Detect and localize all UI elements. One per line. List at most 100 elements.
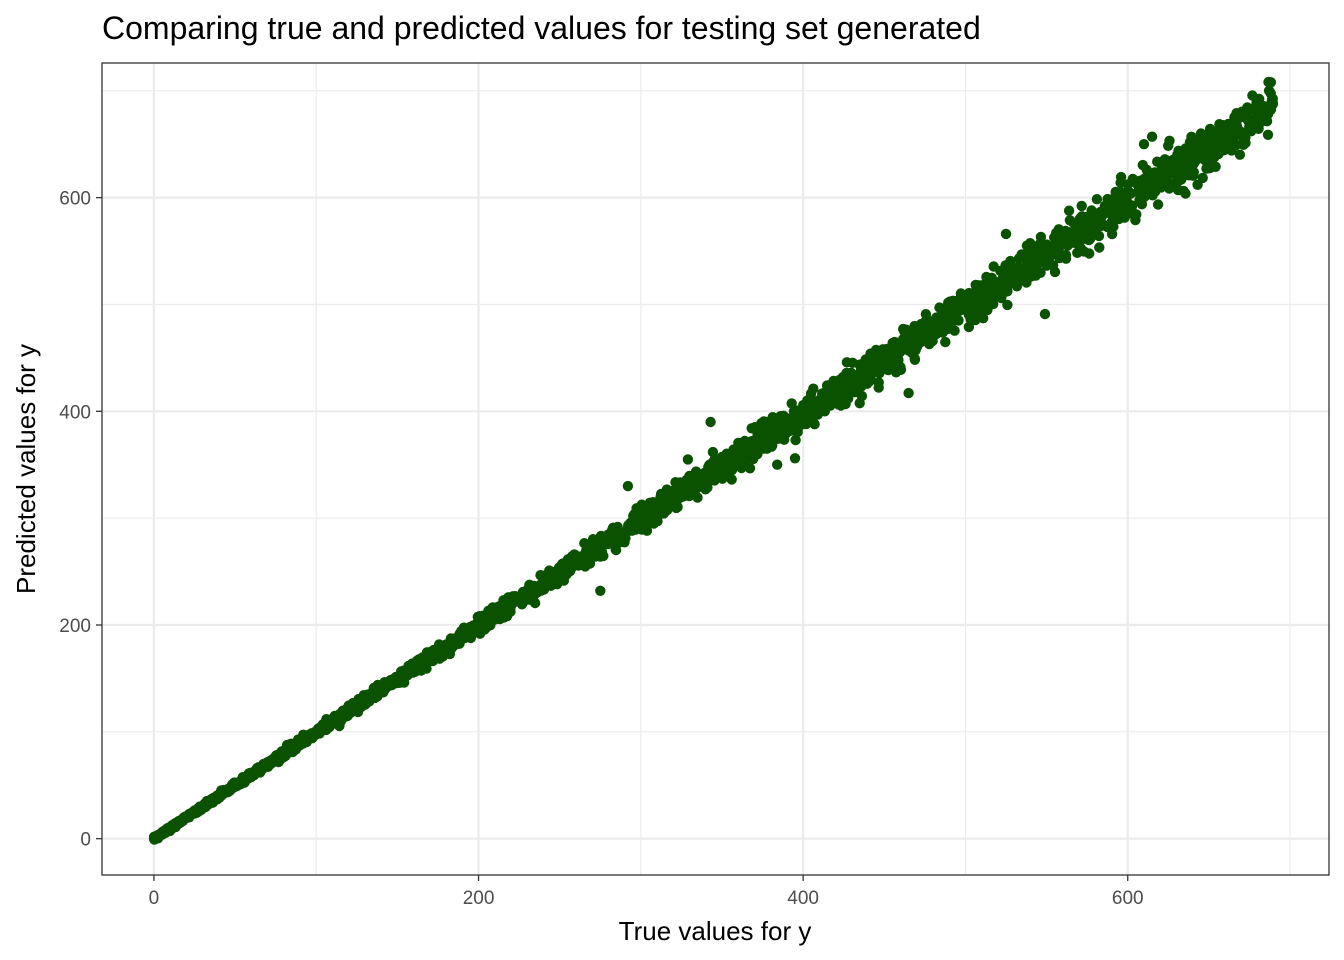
outlier-point: [1138, 139, 1150, 150]
data-point: [944, 313, 955, 324]
data-point: [809, 409, 821, 421]
data-point: [873, 377, 884, 388]
data-point: [240, 773, 251, 784]
outlier-point: [903, 387, 914, 399]
data-point: [818, 396, 829, 407]
data-point: [840, 398, 851, 410]
data-point: [556, 561, 567, 572]
data-point: [1086, 205, 1097, 216]
data-point: [1161, 163, 1172, 174]
data-point: [605, 533, 617, 545]
data-point: [794, 417, 805, 428]
data-point: [1078, 246, 1090, 257]
data-point: [396, 668, 408, 679]
data-point: [843, 379, 855, 390]
data-point: [528, 585, 539, 596]
data-point: [610, 522, 621, 534]
plot-panel: [101, 62, 1330, 876]
data-point: [1094, 217, 1106, 228]
x-axis-ticks: 0 200 400 600: [149, 875, 1144, 909]
data-point: [988, 261, 999, 272]
data-point: [981, 271, 992, 283]
data-point: [713, 457, 725, 468]
data-point: [1238, 139, 1249, 150]
data-point: [1172, 149, 1183, 160]
outlier-point: [622, 480, 634, 492]
chart-title: Comparing true and predicted values for …: [102, 10, 981, 46]
data-point: [965, 314, 976, 325]
data-point: [465, 621, 476, 633]
data-points: [148, 76, 1279, 845]
data-point: [790, 434, 801, 446]
outlier-point: [682, 454, 694, 465]
data-point: [1060, 253, 1072, 264]
data-point: [911, 341, 923, 352]
data-point: [1063, 205, 1075, 216]
data-point: [809, 419, 820, 430]
data-point: [1064, 227, 1075, 238]
data-point: [976, 306, 987, 318]
y-tick-label: 200: [59, 616, 91, 637]
data-point: [580, 561, 591, 572]
data-point: [177, 813, 189, 824]
data-point: [981, 289, 992, 300]
data-point: [507, 595, 518, 607]
data-point: [1196, 142, 1207, 154]
data-point: [222, 786, 233, 797]
data-point: [411, 661, 422, 672]
data-point: [1142, 169, 1154, 180]
data-point: [631, 503, 642, 514]
data-point: [1192, 150, 1203, 162]
data-point: [970, 279, 981, 291]
data-point: [739, 435, 750, 447]
data-point: [933, 315, 945, 326]
data-point: [693, 479, 704, 491]
outlier-point: [1146, 131, 1158, 142]
x-tick-label: 200: [463, 888, 495, 909]
data-point: [652, 516, 663, 527]
data-point: [1267, 98, 1279, 109]
data-point: [425, 655, 436, 666]
data-point: [1164, 183, 1175, 194]
data-point: [437, 642, 449, 653]
data-point: [475, 619, 486, 630]
data-point: [702, 466, 713, 477]
data-point: [898, 333, 909, 345]
outlier-point: [1000, 228, 1012, 240]
data-point: [1151, 176, 1163, 187]
data-point: [1111, 199, 1122, 211]
data-point: [717, 473, 728, 484]
data-point: [1011, 281, 1023, 292]
data-point: [346, 701, 357, 713]
data-point: [302, 730, 314, 741]
data-point: [744, 463, 756, 474]
data-point: [830, 394, 842, 405]
data-point: [786, 398, 797, 409]
data-point: [764, 440, 776, 451]
outlier-point: [595, 585, 606, 596]
data-point: [149, 833, 160, 845]
data-point: [859, 365, 870, 377]
data-point: [230, 779, 241, 790]
data-point: [368, 691, 380, 702]
data-point: [264, 759, 276, 770]
data-point: [1043, 257, 1054, 268]
x-tick-label: 400: [787, 888, 819, 909]
data-point: [854, 398, 865, 409]
data-point: [1083, 234, 1095, 246]
data-point: [1115, 186, 1126, 198]
data-point: [1263, 85, 1275, 97]
outlier-point: [772, 459, 783, 470]
data-point: [1231, 108, 1242, 119]
outlier-point: [789, 453, 801, 464]
data-point: [726, 464, 738, 476]
y-axis-title: Predicted values for y: [11, 344, 41, 594]
data-point: [358, 690, 369, 701]
data-point: [1262, 129, 1274, 140]
data-point: [1063, 235, 1075, 246]
data-point: [1219, 129, 1231, 140]
data-point: [899, 326, 910, 337]
data-point: [385, 676, 397, 687]
data-point: [748, 453, 759, 465]
